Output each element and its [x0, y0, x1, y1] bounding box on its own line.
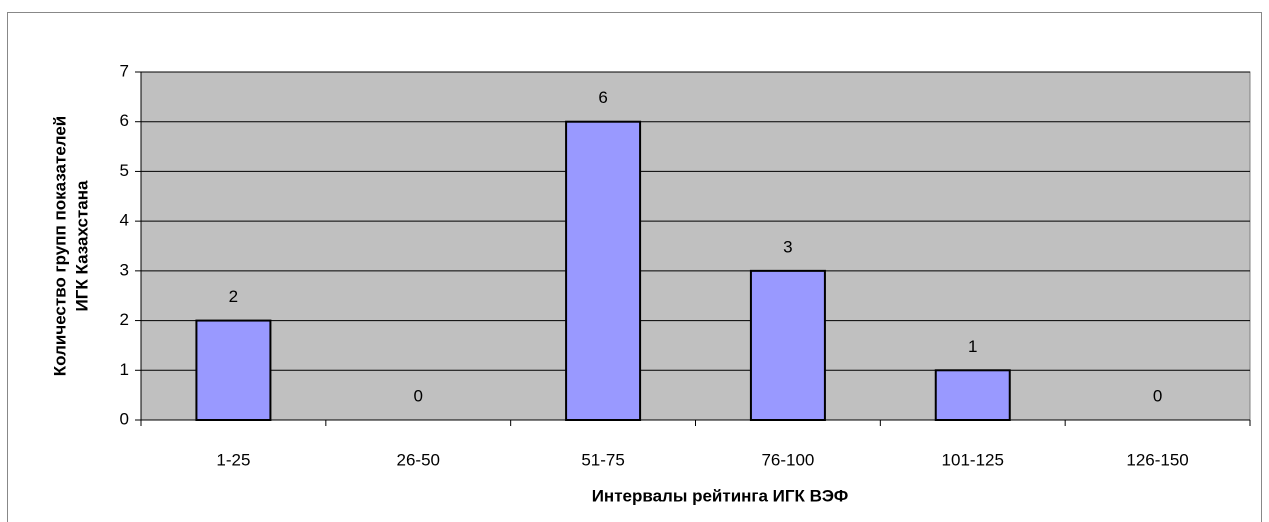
- y-tick-label: 7: [120, 61, 129, 80]
- x-axis-label: Интервалы рейтинга ИГК ВЭФ: [592, 486, 849, 505]
- y-tick-label: 1: [120, 360, 129, 379]
- bar: [749, 269, 826, 421]
- data-label: 0: [1153, 386, 1162, 405]
- y-tick-label: 5: [120, 161, 129, 180]
- data-label: 6: [598, 88, 607, 107]
- y-axis-label: Количество групп показателей: [50, 116, 69, 377]
- y-tick-label: 2: [120, 310, 129, 329]
- y-tick-label: 0: [120, 409, 129, 428]
- bar: [565, 120, 642, 421]
- x-tick-label: 76-100: [761, 450, 814, 469]
- x-tick-label: 26-50: [397, 450, 440, 469]
- y-tick-label: 4: [120, 211, 129, 230]
- plot-area: [140, 71, 1251, 421]
- y-tick-label: 3: [120, 260, 129, 279]
- y-axis-label: ИГК Казахстана: [72, 180, 91, 311]
- x-tick-label: 126-150: [1126, 450, 1188, 469]
- bar: [195, 319, 272, 422]
- data-label: 0: [414, 386, 423, 405]
- y-tick-label: 6: [120, 111, 129, 130]
- data-label: 2: [229, 287, 238, 306]
- data-label: 3: [783, 237, 792, 256]
- x-tick-label: 101-125: [942, 450, 1004, 469]
- x-tick-label: 1-25: [216, 450, 250, 469]
- bar: [934, 369, 1011, 421]
- data-label: 1: [968, 337, 977, 356]
- x-tick-label: 51-75: [581, 450, 624, 469]
